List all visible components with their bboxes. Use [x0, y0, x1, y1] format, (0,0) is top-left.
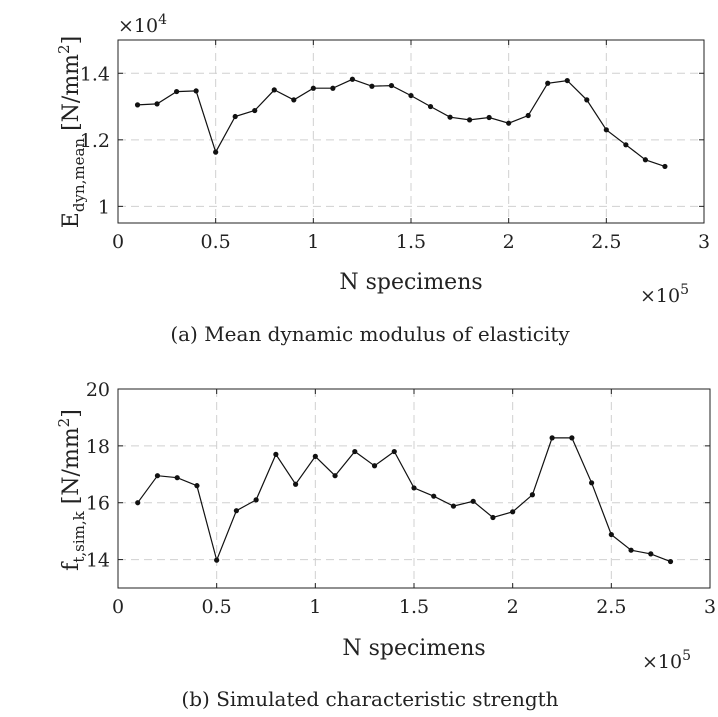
data-point: [470, 498, 476, 504]
data-point: [154, 101, 160, 107]
data-point: [427, 103, 434, 110]
x-tick-label: 2: [503, 231, 515, 253]
data-point: [291, 97, 297, 103]
x-tick-label: 2: [507, 596, 519, 618]
data-point: [233, 508, 239, 514]
data-point: [352, 448, 358, 455]
x-tick-label: 3: [698, 231, 710, 253]
x-tick-label: 0: [112, 231, 124, 253]
x-tick-label: 2.5: [591, 231, 621, 253]
data-point: [135, 500, 141, 506]
data-point: [213, 149, 219, 155]
data-point: [467, 117, 473, 123]
x-multiplier-b: ×105: [642, 648, 691, 673]
y-tick-label: 1.4: [80, 63, 110, 85]
x-tick-label: 1.5: [396, 231, 426, 253]
data-point: [608, 531, 614, 538]
x-tick-label: 1: [309, 596, 321, 618]
data-point: [332, 473, 338, 479]
data-point: [549, 435, 555, 441]
data-point: [648, 551, 654, 557]
data-point: [174, 475, 180, 481]
data-point: [154, 473, 161, 479]
y-tick-label: 1.2: [80, 130, 110, 152]
data-point: [310, 85, 316, 91]
data-point: [450, 503, 457, 509]
data-point: [589, 480, 595, 486]
data-point: [134, 102, 141, 108]
y-axis-label-a: Edyn,mean [N/mm2]: [55, 36, 88, 228]
data-point: [447, 114, 453, 120]
x-ticks-b: 0 0.5 1 1.5 2 2.5 3: [112, 389, 716, 618]
x-tick-label: 2.5: [596, 596, 626, 618]
data-point: [408, 92, 414, 99]
data-point: [194, 483, 200, 489]
data-point: [349, 76, 355, 82]
chart-panel-a: 0 0.5 1 1.5 2 2.5 3 1 1.2 1.4 ×104 Edyn,mean [N/…: [55, 12, 710, 346]
data-point: [273, 451, 279, 457]
data-point: [623, 142, 629, 148]
y-tick-label: 16: [86, 493, 110, 515]
y-tick-label: 20: [86, 379, 110, 401]
data-point: [312, 453, 318, 459]
series-line: [137, 78, 666, 167]
x-tick-label: 1: [307, 231, 319, 253]
data-point: [252, 107, 258, 114]
data-point: [662, 163, 668, 170]
x-multiplier-a: ×105: [640, 282, 689, 307]
data-point: [293, 481, 299, 487]
data-point: [174, 88, 180, 95]
data-point: [369, 83, 375, 89]
series-a: [134, 76, 668, 170]
data-point: [529, 492, 536, 498]
series-b: [135, 435, 674, 565]
y-tick-label: 14: [86, 550, 110, 572]
data-point: [569, 435, 575, 441]
data-point: [628, 547, 634, 553]
x-tick-label: 0.5: [202, 596, 232, 618]
x-tick-label: 0.5: [201, 231, 231, 253]
data-point: [371, 463, 378, 469]
y-ticks-b: 14 16 18 20: [86, 379, 710, 572]
data-point: [506, 120, 512, 126]
caption-b: (b) Simulated characteristic strength: [181, 687, 558, 711]
data-point: [388, 82, 395, 89]
x-ticks-a: 0 0.5 1 1.5 2 2.5 3: [112, 40, 710, 253]
data-point: [486, 114, 492, 121]
x-axis-label-b: N specimens: [342, 636, 485, 661]
data-point: [391, 448, 397, 455]
y-ticks-a: 1 1.2 1.4: [80, 63, 704, 218]
data-point: [271, 87, 277, 93]
data-point: [232, 113, 238, 120]
x-axis-label-a: N specimens: [339, 270, 482, 295]
x-tick-label: 0: [112, 596, 124, 618]
x-tick-label: 3: [704, 596, 716, 618]
data-point: [545, 80, 551, 86]
data-point: [584, 97, 590, 103]
caption-a: (a) Mean dynamic modulus of elasticity: [170, 322, 570, 346]
data-point: [193, 88, 199, 94]
data-point: [411, 485, 417, 491]
y-multiplier-a: ×104: [118, 12, 167, 37]
y-tick-label: 1: [98, 196, 110, 218]
data-point: [603, 127, 609, 133]
y-axis-label-b: ft,sim,k [N/mm2]: [55, 409, 88, 571]
data-point: [525, 112, 531, 119]
data-point: [253, 497, 259, 503]
data-point: [667, 558, 674, 565]
x-tick-label: 1.5: [399, 596, 429, 618]
series-line: [137, 437, 671, 563]
data-point: [490, 514, 496, 521]
data-point: [431, 493, 437, 499]
data-point: [510, 509, 516, 515]
data-point: [642, 157, 649, 163]
y-tick-label: 18: [86, 436, 110, 458]
data-point: [564, 77, 570, 84]
data-point: [214, 557, 220, 563]
data-point: [330, 85, 336, 91]
